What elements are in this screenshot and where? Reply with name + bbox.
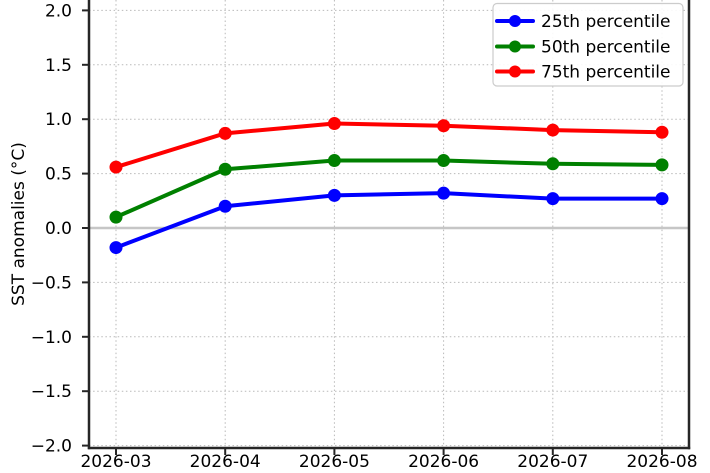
series-marker	[327, 188, 341, 202]
y-tick-label: −2.0	[31, 437, 72, 457]
y-tick-label: 0.0	[45, 219, 72, 239]
legend-sample-marker	[509, 65, 521, 78]
y-tick-label: 1.5	[45, 56, 72, 76]
series-marker	[437, 154, 451, 168]
series-marker	[546, 157, 560, 171]
series-line-50th	[114, 158, 664, 220]
y-axis-label: SST anomalies (°C)	[9, 142, 29, 306]
series-marker	[327, 117, 341, 131]
y-tick-label: −0.5	[31, 273, 72, 293]
series-marker	[546, 123, 560, 137]
series-marker	[327, 154, 341, 168]
x-tick-label: 2026-04	[190, 452, 261, 472]
series-marker	[546, 192, 560, 206]
y-tick-label: 2.0	[45, 1, 72, 21]
series-line-25th	[114, 191, 664, 250]
series-marker	[218, 162, 232, 176]
y-tick-label: −1.5	[31, 382, 72, 402]
legend-label: 50th percentile	[541, 38, 671, 58]
legend-label: 25th percentile	[541, 12, 671, 32]
series-marker	[218, 199, 232, 213]
legend-sample-marker	[509, 15, 521, 27]
y-tick-label: 1.0	[45, 110, 72, 130]
series-marker	[109, 241, 123, 255]
series-marker	[655, 158, 669, 172]
y-tick-label: −1.0	[31, 328, 72, 348]
legend-sample-marker	[509, 40, 521, 53]
series-marker	[655, 192, 669, 206]
series-marker	[109, 210, 123, 224]
legend-box	[492, 2, 684, 87]
x-tick-label: 2026-03	[80, 452, 151, 472]
x-tick-label: 2026-05	[299, 452, 370, 472]
legend-label: 75th percentile	[541, 63, 671, 83]
x-tick-label: 2026-06	[408, 452, 479, 472]
series-marker	[109, 160, 123, 174]
series-marker	[655, 125, 669, 139]
x-tick-label: 2026-08	[626, 452, 697, 472]
series-marker	[437, 119, 451, 133]
x-tick-label: 2026-07	[517, 452, 588, 472]
series-marker	[218, 126, 232, 140]
y-tick-label: 0.5	[45, 165, 72, 185]
series-marker	[437, 186, 451, 200]
series-line-75th	[114, 121, 664, 170]
